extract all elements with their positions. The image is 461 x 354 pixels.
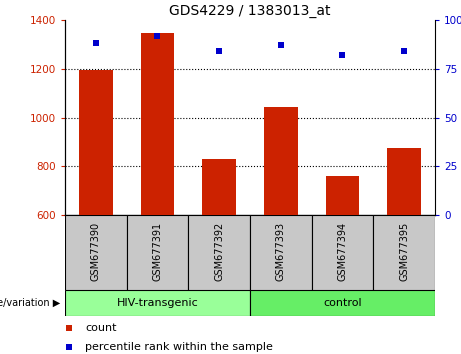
- Bar: [79, 70, 113, 215]
- Bar: [202, 159, 236, 215]
- Text: GSM677391: GSM677391: [153, 222, 162, 281]
- Bar: [373, 215, 435, 290]
- Bar: [141, 33, 174, 215]
- Point: [65, 344, 72, 350]
- Text: GSM677394: GSM677394: [337, 222, 348, 281]
- Text: control: control: [323, 298, 362, 308]
- Bar: [65, 290, 250, 316]
- Text: GSM677390: GSM677390: [91, 222, 101, 281]
- Bar: [387, 148, 421, 215]
- Bar: [312, 215, 373, 290]
- Text: percentile rank within the sample: percentile rank within the sample: [85, 342, 273, 352]
- Bar: [325, 176, 360, 215]
- Bar: [189, 215, 250, 290]
- Text: HIV-transgenic: HIV-transgenic: [117, 298, 198, 308]
- Bar: [264, 107, 298, 215]
- Bar: [65, 215, 127, 290]
- Bar: [250, 215, 312, 290]
- Bar: [250, 290, 435, 316]
- Point: [339, 52, 346, 58]
- Title: GDS4229 / 1383013_at: GDS4229 / 1383013_at: [169, 4, 331, 18]
- Point: [92, 41, 100, 46]
- Text: GSM677393: GSM677393: [276, 222, 286, 281]
- Text: genotype/variation ▶: genotype/variation ▶: [0, 298, 60, 308]
- Text: GSM677392: GSM677392: [214, 221, 224, 281]
- Point: [215, 48, 223, 54]
- Text: count: count: [85, 323, 117, 333]
- Point: [154, 33, 161, 39]
- Text: GSM677395: GSM677395: [399, 221, 409, 281]
- Point: [401, 48, 408, 54]
- Bar: [127, 215, 189, 290]
- Point: [65, 325, 72, 331]
- Point: [277, 42, 284, 48]
